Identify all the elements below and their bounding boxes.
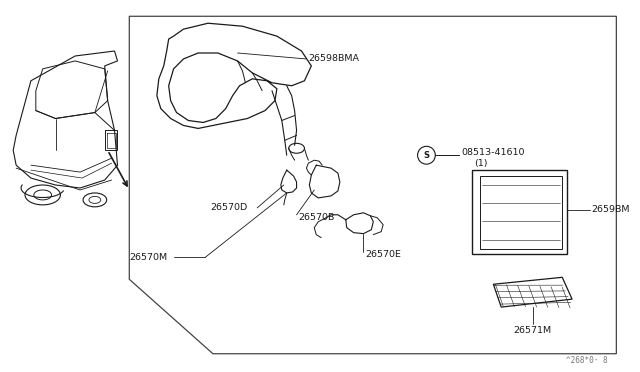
Text: 26570E: 26570E	[365, 250, 401, 259]
Text: 26570M: 26570M	[129, 253, 168, 262]
Text: (1): (1)	[474, 159, 487, 168]
Text: ^268*0· 8: ^268*0· 8	[566, 356, 607, 365]
Text: 26598BMA: 26598BMA	[308, 54, 360, 64]
Text: 26570D: 26570D	[210, 203, 247, 212]
Text: 26570B: 26570B	[298, 213, 335, 222]
Text: S: S	[424, 151, 429, 160]
Text: 2659BM: 2659BM	[592, 205, 630, 214]
Text: 08513-41610: 08513-41610	[461, 148, 524, 157]
Text: 26571M: 26571M	[513, 326, 551, 336]
